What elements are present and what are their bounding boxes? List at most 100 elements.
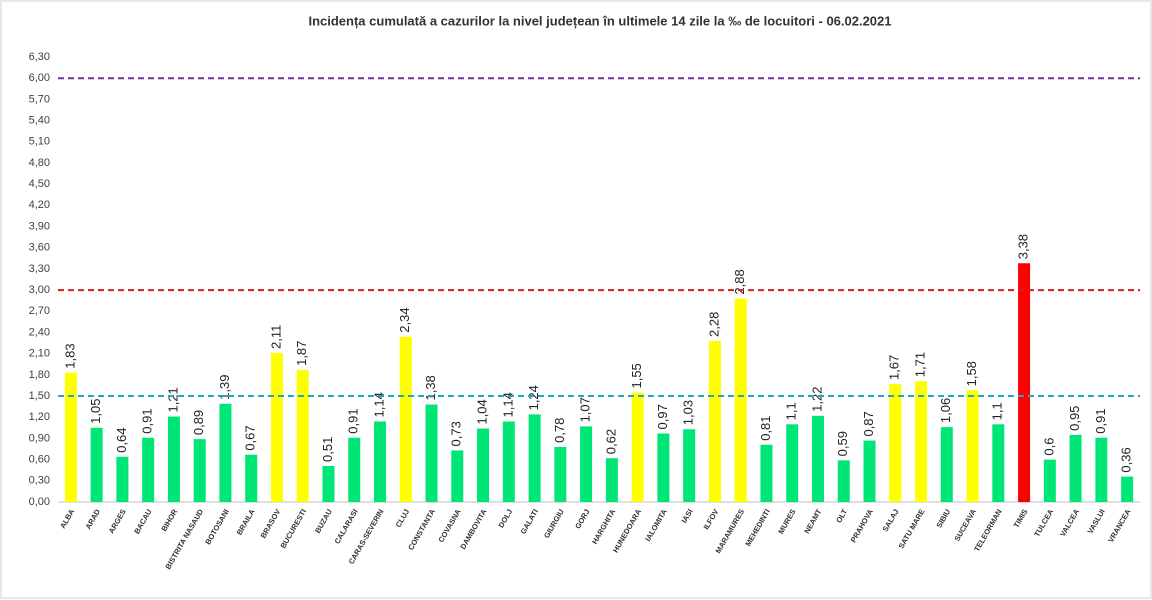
bar xyxy=(863,440,876,502)
value-label: 1,67 xyxy=(887,355,902,380)
bar xyxy=(167,416,180,502)
value-label: 1,87 xyxy=(294,341,309,366)
y-tick-label: 1,20 xyxy=(29,411,50,423)
y-tick-label: 3,00 xyxy=(29,284,50,296)
bar xyxy=(502,421,515,502)
bar xyxy=(657,433,670,502)
y-tick-label: 3,60 xyxy=(29,242,50,254)
value-label: 1,14 xyxy=(500,392,515,417)
bar xyxy=(966,390,979,502)
y-tick-label: 5,40 xyxy=(29,114,50,126)
y-tick-label: 6,30 xyxy=(29,51,50,63)
y-tick-label: 1,50 xyxy=(29,390,50,402)
bar xyxy=(889,384,902,502)
bar xyxy=(631,392,644,502)
bar xyxy=(915,381,928,502)
value-label: 0,73 xyxy=(449,421,464,446)
value-label: 1,83 xyxy=(62,343,77,368)
value-label: 1,1 xyxy=(990,402,1005,420)
bar xyxy=(296,369,309,502)
bar xyxy=(760,444,773,502)
bar xyxy=(477,428,490,502)
y-tick-label: 0,60 xyxy=(29,454,50,466)
y-tick-label: 6,00 xyxy=(29,72,50,84)
bar xyxy=(811,415,824,502)
value-label: 0,36 xyxy=(1119,447,1134,472)
bar xyxy=(940,427,953,502)
bar xyxy=(708,340,721,502)
bar xyxy=(245,454,258,502)
chart-title: Incidența cumulată a cazurilor la nivel … xyxy=(308,13,891,28)
y-tick-label: 0,30 xyxy=(29,475,50,487)
bar xyxy=(322,465,335,502)
y-tick-label: 0,90 xyxy=(29,432,50,444)
bar xyxy=(193,439,206,502)
bar xyxy=(554,446,567,502)
y-tick-label: 4,50 xyxy=(29,178,50,190)
value-label: 1,38 xyxy=(423,375,438,400)
bar xyxy=(348,437,361,502)
value-label: 1,05 xyxy=(88,399,103,424)
bar xyxy=(1121,476,1134,502)
y-tick-label: 1,80 xyxy=(29,369,50,381)
bar xyxy=(270,352,283,502)
bar xyxy=(786,424,799,502)
bar xyxy=(399,336,412,502)
value-label: 0,51 xyxy=(320,437,335,462)
bar xyxy=(374,421,387,502)
bar xyxy=(992,424,1005,502)
bar xyxy=(1043,459,1056,502)
bar xyxy=(219,403,232,502)
value-label: 1,21 xyxy=(165,387,180,412)
y-tick-label: 3,30 xyxy=(29,263,50,275)
value-label: 1,58 xyxy=(964,361,979,386)
bar xyxy=(116,456,129,502)
bar xyxy=(142,437,155,502)
bar xyxy=(1095,437,1108,502)
bar xyxy=(683,429,696,502)
value-label: 2,34 xyxy=(397,307,412,332)
value-label: 0,62 xyxy=(603,429,618,454)
value-label: 1,07 xyxy=(578,397,593,422)
bar xyxy=(528,414,541,502)
value-label: 1,14 xyxy=(371,392,386,417)
y-tick-label: 2,70 xyxy=(29,305,50,317)
value-label: 0,91 xyxy=(346,408,361,433)
value-label: 0,64 xyxy=(114,427,129,452)
bar xyxy=(837,460,850,502)
value-label: 1,71 xyxy=(912,352,927,377)
y-tick-label: 5,10 xyxy=(29,136,50,148)
bar xyxy=(90,427,103,502)
value-label: 0,59 xyxy=(835,431,850,456)
value-label: 1,22 xyxy=(809,387,824,412)
value-label: 0,67 xyxy=(243,425,258,450)
value-label: 1,03 xyxy=(681,400,696,425)
value-label: 0,97 xyxy=(655,404,670,429)
bar xyxy=(64,372,77,502)
value-label: 1,55 xyxy=(629,363,644,388)
bar xyxy=(425,404,438,502)
bar xyxy=(605,458,618,502)
bar xyxy=(1069,434,1082,502)
y-tick-label: 0,00 xyxy=(29,496,50,508)
y-tick-label: 3,90 xyxy=(29,220,50,232)
value-label: 1,1 xyxy=(784,402,799,420)
y-tick-label: 2,40 xyxy=(29,326,50,338)
value-label: 1,06 xyxy=(938,398,953,423)
value-label: 0,91 xyxy=(140,408,155,433)
value-label: 2,88 xyxy=(732,269,747,294)
value-label: 0,89 xyxy=(191,410,206,435)
value-label: 0,91 xyxy=(1093,408,1108,433)
value-label: 0,78 xyxy=(552,418,567,443)
value-label: 0,87 xyxy=(861,411,876,436)
y-tick-label: 5,70 xyxy=(29,93,50,105)
value-label: 2,28 xyxy=(706,312,721,337)
y-tick-label: 2,10 xyxy=(29,348,50,360)
value-label: 0,6 xyxy=(1041,438,1056,456)
y-tick-label: 4,20 xyxy=(29,199,50,211)
value-label: 0,95 xyxy=(1067,406,1082,431)
bar xyxy=(451,450,464,502)
value-label: 1,24 xyxy=(526,385,541,410)
